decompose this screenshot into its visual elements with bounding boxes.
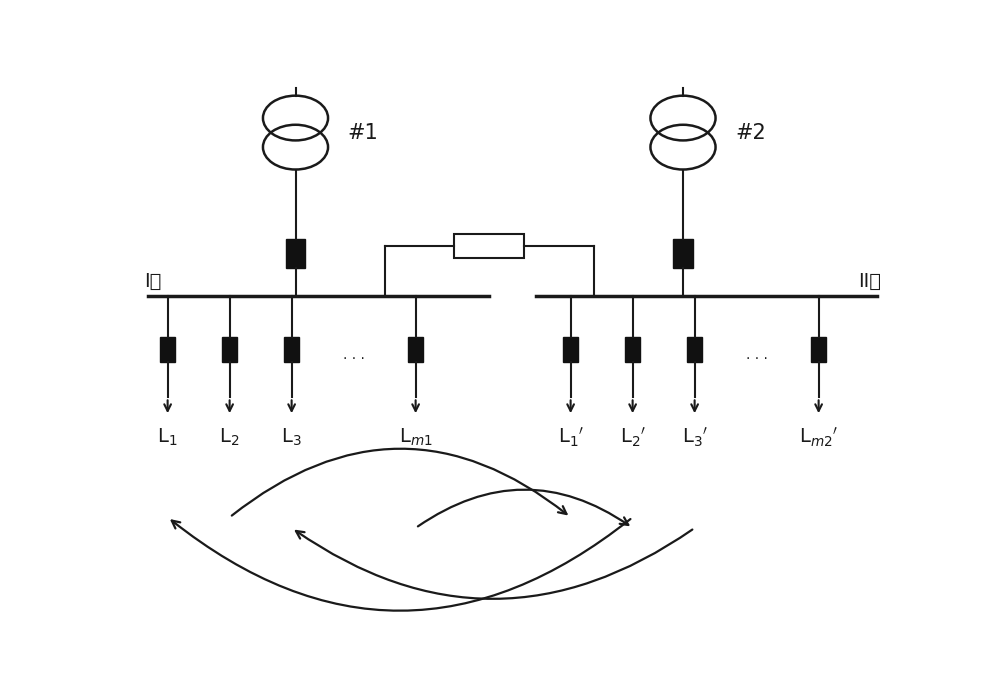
Text: II母: II母 [858, 272, 881, 291]
Bar [454, 234, 524, 257]
Text: L$_1$: L$_1$ [157, 427, 178, 448]
Bar [811, 337, 826, 362]
Text: L$_2{}'$: L$_2{}'$ [620, 426, 646, 449]
Bar [286, 239, 305, 268]
Text: L$_{m1}$: L$_{m1}$ [399, 427, 432, 448]
Bar [563, 337, 578, 362]
Text: #2: #2 [735, 122, 766, 143]
Bar [408, 337, 423, 362]
Bar [284, 337, 299, 362]
Text: . . .: . . . [343, 348, 365, 362]
Text: L$_3{}'$: L$_3{}'$ [682, 426, 708, 449]
Text: L$_{m2}{}'$: L$_{m2}{}'$ [799, 426, 838, 449]
Bar [687, 337, 702, 362]
Bar [222, 337, 237, 362]
Text: . . .: . . . [746, 348, 768, 362]
Bar [673, 239, 693, 268]
Text: I母: I母 [144, 272, 162, 291]
Text: L$_2$: L$_2$ [219, 427, 240, 448]
Bar [625, 337, 640, 362]
Text: L$_3$: L$_3$ [281, 427, 302, 448]
Bar [160, 337, 175, 362]
Text: L$_1{}'$: L$_1{}'$ [558, 426, 584, 449]
Text: #1: #1 [347, 122, 378, 143]
